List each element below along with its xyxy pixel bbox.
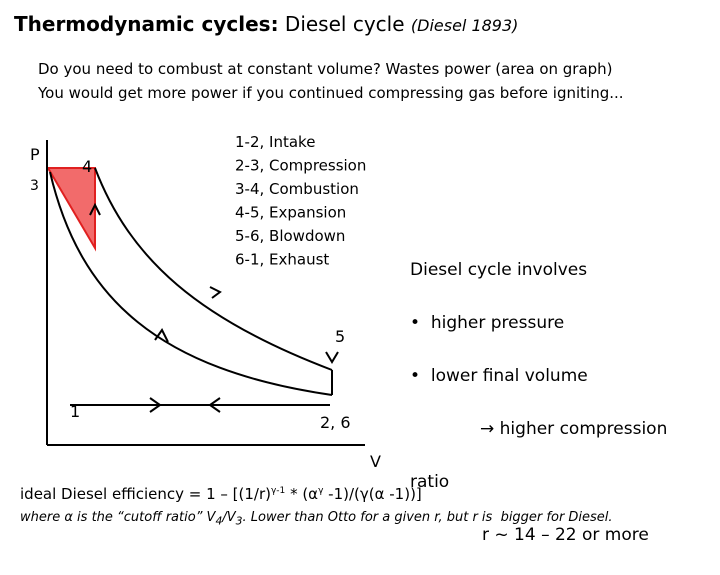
point-label: 4 bbox=[82, 157, 92, 176]
slide: Thermodynamic cycles: Diesel cycle (Dies… bbox=[14, 12, 668, 545]
arrow-text: higher compression bbox=[499, 418, 668, 439]
point-label: 2, 6 bbox=[320, 413, 351, 432]
title-normal: Diesel cycle bbox=[284, 12, 405, 36]
legend-entry: 6-1, Exhaust bbox=[235, 251, 329, 269]
footer: where α is the “cutoff ratio” V4/V3. Low… bbox=[20, 510, 613, 528]
point-label: 3 bbox=[30, 178, 39, 194]
extra-work-area bbox=[46, 167, 96, 252]
bullet: • lower final volume bbox=[410, 365, 588, 386]
formula: ideal Diesel efficiency = 1 – [(1/r)γ-1 … bbox=[20, 485, 422, 503]
y-axis-label: P bbox=[30, 145, 40, 164]
compression-curve bbox=[49, 171, 333, 396]
ratio: ratio bbox=[410, 471, 450, 492]
point-label: 1 bbox=[70, 402, 80, 421]
point-label: 5 bbox=[335, 327, 345, 346]
footer-text: where α is the “cutoff ratio” V bbox=[20, 510, 216, 525]
x-axis-label: V bbox=[370, 452, 381, 471]
legend-entry: 4-5, Expansion bbox=[235, 204, 346, 222]
footer-text: . Lower than Otto for a given r, but r i… bbox=[242, 510, 613, 525]
intro-line: You would get more power if you continue… bbox=[38, 84, 624, 102]
title-bold: Thermodynamic cycles: bbox=[14, 12, 279, 36]
bullet-text: higher pressure bbox=[430, 312, 565, 333]
legend-entry: 1-2, Intake bbox=[235, 133, 315, 151]
notes-heading: Diesel cycle involves bbox=[410, 259, 588, 280]
legend-entry: 5-6, Blowdown bbox=[235, 227, 345, 245]
intro-line: Do you need to combust at constant volum… bbox=[38, 60, 613, 78]
formula-text: * (α bbox=[285, 485, 319, 503]
footer-sub: 4 bbox=[215, 514, 223, 528]
pv-diagram: P V 1 2, 6 3 4 5 1-2, Intake 2-3, Compres… bbox=[30, 133, 381, 471]
legend-entry: 3-4, Combustion bbox=[235, 180, 359, 198]
formula-sup: γ-1 bbox=[270, 486, 286, 496]
expansion-curve bbox=[94, 167, 333, 371]
legend-entry: 2-3, Compression bbox=[235, 157, 366, 175]
formula-text: -1)/(γ(α -1))] bbox=[323, 485, 422, 503]
footer-sub: 3 bbox=[235, 514, 243, 528]
notes: Diesel cycle involves • higher pressure … bbox=[410, 230, 667, 575]
bullet: • higher pressure bbox=[410, 312, 565, 333]
process-legend: 1-2, Intake 2-3, Compression 3-4, Combusti… bbox=[235, 133, 366, 269]
formula-text: ideal Diesel efficiency = 1 – [(1/r) bbox=[20, 485, 271, 503]
bullet-text: lower final volume bbox=[430, 365, 588, 386]
arrows bbox=[89, 202, 339, 413]
title: Thermodynamic cycles: Diesel cycle (Dies… bbox=[14, 12, 518, 36]
formula-sup: γ bbox=[318, 486, 324, 496]
arrow-line: → higher compression bbox=[480, 418, 668, 439]
footer-text: /V bbox=[222, 510, 236, 525]
title-note: (Diesel 1893) bbox=[410, 16, 519, 35]
